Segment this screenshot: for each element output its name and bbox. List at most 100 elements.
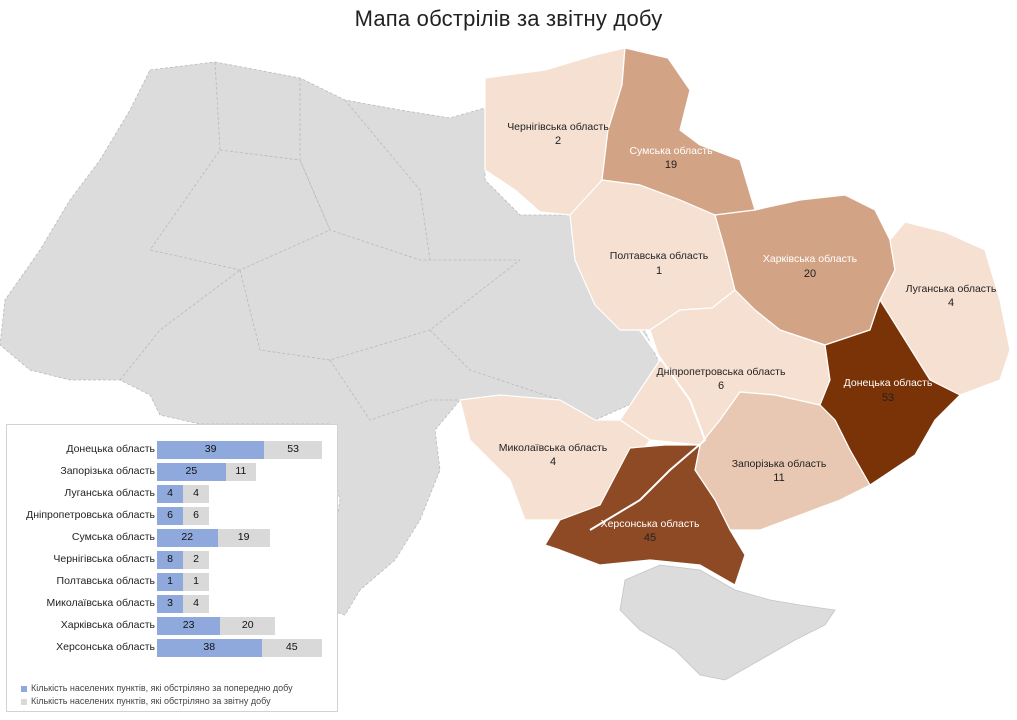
label-poltava-name: Полтавська область bbox=[610, 250, 709, 262]
crimea-area bbox=[619, 564, 836, 681]
bar-previous-day bbox=[157, 529, 218, 547]
bar-current-value: 19 bbox=[237, 531, 250, 543]
bar-row: Харківська область 23 20 bbox=[7, 617, 337, 635]
label-zaporizhzhia-name: Запорізька область bbox=[732, 458, 827, 470]
bar-current-value: 20 bbox=[241, 619, 254, 631]
legend-cur: Кількість населених пунктів, які обстріл… bbox=[21, 696, 271, 706]
bar-current-value: 4 bbox=[193, 487, 199, 499]
bar-category-label: Луганська область bbox=[64, 487, 155, 499]
legend-prev-label: Кількість населених пунктів, які обстріл… bbox=[31, 683, 293, 693]
comparison-chart-panel: Донецька область 39 53 Запорізька область 25… bbox=[6, 424, 338, 712]
legend-prev: Кількість населених пунктів, які обстріл… bbox=[21, 683, 293, 693]
bar-category-label: Харківська область bbox=[60, 619, 155, 631]
bar-row: Дніпропетровська область 6 6 bbox=[7, 507, 337, 525]
bar-category-label: Дніпропетровська область bbox=[26, 509, 155, 521]
label-kherson-count: 45 bbox=[644, 532, 656, 544]
bar-row: Херсонська область 38 45 bbox=[7, 639, 337, 657]
bar-current-day bbox=[183, 485, 209, 503]
bar-category-label: Чернігівська область bbox=[53, 553, 155, 565]
label-chernihiv-name: Чернігівська область bbox=[507, 121, 609, 133]
bar-row: Донецька область 39 53 bbox=[7, 441, 337, 459]
bar-current-value: 11 bbox=[235, 465, 247, 477]
legend-prev-swatch bbox=[21, 685, 27, 692]
bar-current-day bbox=[183, 507, 209, 525]
bar-current-day bbox=[261, 639, 322, 657]
label-poltava-count: 1 bbox=[656, 265, 662, 277]
bar-previous-day bbox=[157, 617, 221, 635]
bar-previous-value: 39 bbox=[204, 443, 217, 455]
gray-region-borders bbox=[119, 61, 561, 421]
bar-category-label: Миколаївська область bbox=[46, 597, 155, 609]
label-mykolaiv-count: 4 bbox=[550, 456, 556, 468]
label-mykolaiv-name: Миколаївська область bbox=[499, 442, 608, 454]
bar-previous-value: 25 bbox=[185, 465, 198, 477]
bar-row: Луганська область 4 4 bbox=[7, 485, 337, 503]
bar-category-label: Запорізька область bbox=[60, 465, 155, 477]
bar-current-value: 53 bbox=[287, 443, 299, 455]
bar-previous-day bbox=[157, 463, 226, 481]
bar-track: 22 19 bbox=[157, 529, 322, 547]
bar-current-day bbox=[217, 529, 270, 547]
bar-previous-value: 38 bbox=[203, 641, 216, 653]
label-donetsk-name: Донецька область bbox=[844, 377, 933, 389]
label-sumy-name: Сумська область bbox=[629, 145, 713, 157]
bar-track: 23 20 bbox=[157, 617, 322, 635]
label-sumy-count: 19 bbox=[665, 159, 677, 171]
bar-current-day bbox=[264, 441, 322, 459]
bar-row: Чернігівська область 8 2 bbox=[7, 551, 337, 569]
bar-category-label: Херсонська область bbox=[56, 641, 155, 653]
bar-track: 38 45 bbox=[157, 639, 322, 657]
label-chernihiv-count: 2 bbox=[555, 135, 561, 147]
bar-previous-day bbox=[157, 639, 262, 657]
label-kherson-name: Херсонська область bbox=[601, 518, 700, 530]
bar-row: Миколаївська область 3 4 bbox=[7, 595, 337, 613]
bar-row: Сумська область 22 19 bbox=[7, 529, 337, 547]
bar-previous-value: 8 bbox=[167, 553, 173, 565]
label-donetsk-count: 53 bbox=[882, 392, 894, 404]
bar-current-day bbox=[183, 573, 209, 591]
bar-previous-value: 6 bbox=[167, 509, 173, 521]
map-title: Мапа обстрілів за звітну добу bbox=[354, 6, 663, 31]
label-kharkiv-name: Харківська область bbox=[763, 253, 858, 265]
bar-current-day bbox=[220, 617, 276, 635]
label-kharkiv-count: 20 bbox=[804, 268, 816, 280]
bar-previous-value: 22 bbox=[181, 531, 194, 543]
bar-previous-day bbox=[157, 595, 183, 613]
bar-previous-value: 23 bbox=[182, 619, 195, 631]
bar-current-value: 45 bbox=[285, 641, 298, 653]
legend-cur-swatch bbox=[21, 698, 27, 705]
label-luhansk-name: Луганська область bbox=[906, 283, 997, 295]
bar-current-day bbox=[183, 551, 209, 569]
bar-current-day bbox=[183, 595, 209, 613]
dnipro-river bbox=[589, 329, 707, 531]
bar-current-value: 2 bbox=[193, 553, 199, 565]
bar-category-label: Сумська область bbox=[71, 531, 155, 543]
label-dnipro-count: 6 bbox=[718, 380, 724, 392]
label-dnipro-name: Дніпропетровська область bbox=[657, 366, 786, 378]
bar-track: 39 53 bbox=[157, 441, 322, 459]
bar-previous-day bbox=[157, 573, 183, 591]
bar-current-day bbox=[225, 463, 256, 481]
bar-previous-day bbox=[157, 551, 183, 569]
bar-row: Полтавська область 1 1 bbox=[7, 573, 337, 591]
bar-previous-day bbox=[157, 485, 183, 503]
bar-current-value: 6 bbox=[193, 509, 199, 521]
bar-previous-day bbox=[157, 441, 265, 459]
bar-category-label: Донецька область bbox=[66, 443, 155, 455]
bar-previous-value: 4 bbox=[167, 487, 173, 499]
bar-previous-day bbox=[157, 507, 183, 525]
label-zaporizhzhia-count: 11 bbox=[773, 472, 784, 484]
bar-current-value: 4 bbox=[193, 597, 199, 609]
region-kherson bbox=[544, 444, 746, 586]
bar-track: 25 11 bbox=[157, 463, 322, 481]
label-luhansk-count: 4 bbox=[948, 297, 954, 309]
bar-current-value: 1 bbox=[193, 575, 199, 587]
bar-previous-value: 3 bbox=[167, 597, 173, 609]
bar-category-label: Полтавська область bbox=[56, 575, 155, 587]
